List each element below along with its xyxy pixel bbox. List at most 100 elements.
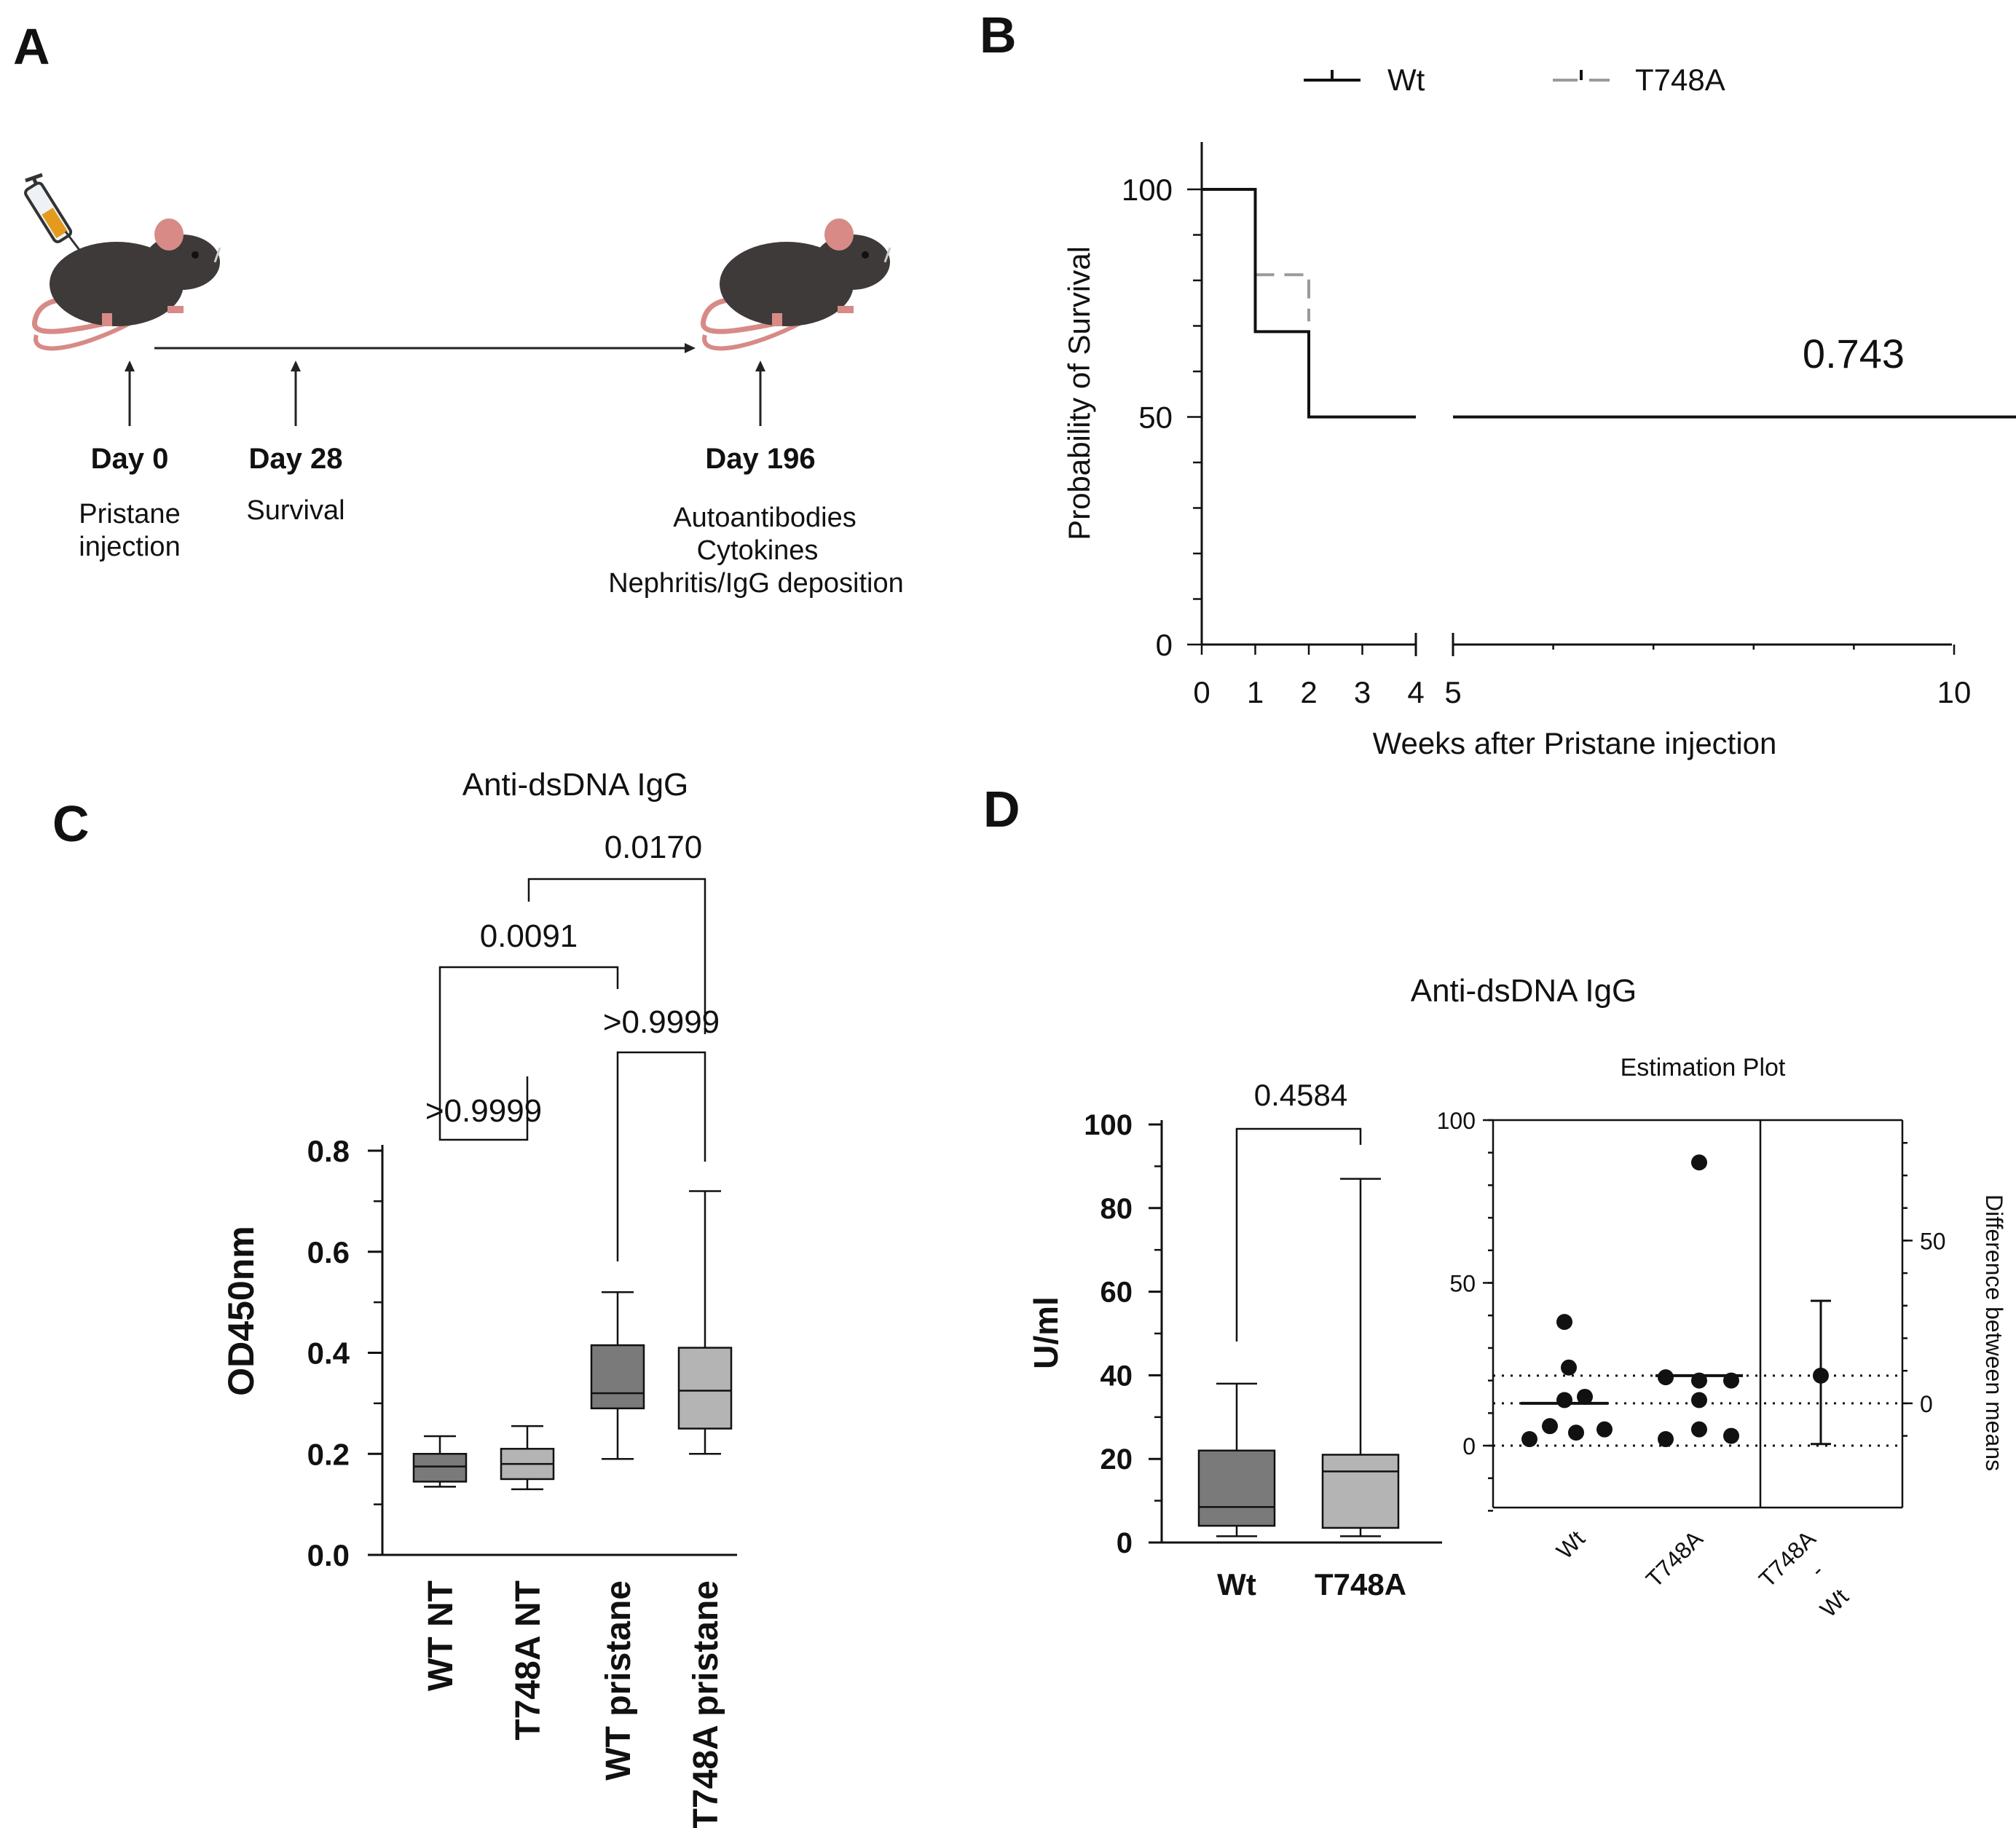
od450-ylabel: OD450nm (221, 1226, 261, 1395)
estimation-x-label-t748a: T748A (1641, 1525, 1709, 1593)
od450-comparison-pvalue: 0.0170 (605, 830, 703, 865)
od450-y-tick-label: 0.4 (307, 1336, 350, 1371)
estimation-point (1556, 1314, 1572, 1331)
survival-x-tick-label: 5 (1444, 675, 1461, 709)
legend-t748a-label: T748A (1635, 63, 1725, 97)
estimation-x-label-diff-bottom: Wt (1815, 1583, 1854, 1622)
estimation-point (1691, 1154, 1707, 1171)
survival-x-tick-label: 1 (1247, 675, 1264, 709)
panel-b-letter: B (980, 7, 1017, 63)
estimation-point (1568, 1425, 1584, 1441)
day196-desc-line1: Autoantibodies (673, 503, 856, 533)
od450-category-label: T748A NT (509, 1580, 548, 1741)
estimation-point (1577, 1388, 1593, 1405)
day196-label: Day 196 (705, 443, 815, 475)
estimation-right-ylabel: Difference between means (1981, 1194, 2007, 1471)
uml-category-label: Wt (1217, 1567, 1256, 1602)
panel-c-letter: C (52, 795, 90, 852)
uml-y-tick-label: 100 (1084, 1109, 1133, 1141)
od450-comparison-bracket (438, 966, 619, 1076)
day28-desc-line1: Survival (246, 495, 344, 526)
estimation-point (1542, 1418, 1558, 1435)
estimation-point (1521, 1431, 1537, 1448)
uml-comparison-bracket (1235, 1127, 1362, 1342)
uml-title: Anti-dsDNA IgG (1411, 973, 1637, 1009)
estimation-x-label-wt: Wt (1551, 1525, 1590, 1564)
estimation-point (1556, 1392, 1572, 1409)
survival-x-tick-label: 0 (1193, 675, 1210, 709)
od450-y-tick-label: 0.2 (307, 1437, 350, 1471)
uml-y-tick-label: 20 (1100, 1443, 1133, 1476)
survival-x-tick-label: 2 (1300, 675, 1317, 709)
day-arrows (125, 361, 765, 426)
survival-xlabel: Weeks after Pristane injection (1373, 726, 1777, 760)
panel-a-letter: A (13, 18, 50, 75)
day0-desc-line2: injection (79, 532, 180, 562)
survival-line-t748a (1255, 273, 1310, 322)
od450-comparison-pvalue: >0.9999 (425, 1093, 542, 1129)
syringe-icon (24, 173, 87, 259)
od450-comparison-bracket (438, 1076, 529, 1141)
estimation-left-tick-label: 50 (1449, 1271, 1476, 1297)
day196-desc-line3: Nephritis/IgG deposition (608, 568, 904, 599)
estimation-point (1723, 1427, 1739, 1444)
od450-category-label: T748A pristane (687, 1580, 725, 1828)
uml-boxplot: Anti-dsDNA IgG U/ml 0 20 40 60 80 100 Wt T748A 0… (1027, 973, 1637, 1602)
estimation-x-label-diff-top: T748A (1754, 1525, 1822, 1593)
uml-y-tick-label: 60 (1100, 1277, 1133, 1309)
uml-category-label: T748A (1315, 1567, 1406, 1602)
survival-ylabel: Probability of Survival (1062, 246, 1096, 540)
od450-comparison-bracket (527, 878, 706, 1034)
estimation-difference-point (1813, 1367, 1829, 1384)
uml-box (1197, 1449, 1276, 1527)
estimation-plot: Estimation Plot Difference between means… (1437, 1054, 2007, 1623)
survival-chart: Wt T748A 0501000123451015202530 Probabil… (1062, 63, 2016, 760)
legend-wt-label: Wt (1387, 63, 1425, 97)
od450-box (677, 1347, 733, 1430)
od450-category-label: WT NT (422, 1580, 460, 1691)
od450-y-tick-label: 0.6 (307, 1235, 350, 1269)
estimation-point (1691, 1421, 1707, 1438)
survival-y-tick-label: 0 (1156, 628, 1173, 662)
uml-ylabel: U/ml (1027, 1296, 1065, 1369)
estimation-point (1658, 1431, 1674, 1448)
survival-pvalue: 0.743 (1803, 331, 1905, 377)
estimation-point (1561, 1359, 1577, 1376)
od450-comparison-pvalue: >0.9999 (603, 1004, 720, 1040)
timeline-diagram: Day 0 Pristane injection Day 28 Survival… (24, 173, 904, 599)
day0-desc-line1: Pristane (79, 499, 180, 529)
survival-y-tick-label: 50 (1138, 401, 1173, 435)
od450-comparison-pvalue: 0.0091 (480, 918, 578, 954)
estimation-point (1691, 1392, 1707, 1409)
survival-y-tick-label: 100 (1122, 173, 1173, 207)
estimation-point (1596, 1421, 1613, 1438)
estimation-left-tick-label: 100 (1437, 1108, 1476, 1134)
day0-label: Day 0 (91, 443, 169, 475)
estimation-x-label-diff-mid: - (1805, 1558, 1829, 1582)
od450-box (412, 1453, 468, 1483)
od450-boxplot: Anti-dsDNA IgG OD450nm 0.0 0.2 0.4 0.6 0.8 WT… (221, 767, 737, 1828)
uml-comparison-pvalue: 0.4584 (1254, 1078, 1347, 1112)
estimation-right-tick-label: 0 (1920, 1391, 1933, 1417)
od450-category-label: WT pristane (599, 1580, 638, 1781)
od450-y-tick-label: 0.0 (307, 1538, 350, 1572)
survival-x-tick-label: 10 (1937, 675, 1972, 709)
estimation-left-tick-label: 0 (1462, 1433, 1476, 1459)
od450-y-tick-label: 0.8 (307, 1134, 350, 1168)
panel-d-letter: D (983, 781, 1020, 838)
survival-x-tick-label: 4 (1407, 675, 1424, 709)
od450-box (590, 1344, 645, 1410)
estimation-title: Estimation Plot (1621, 1054, 1786, 1082)
uml-y-tick-label: 0 (1117, 1527, 1133, 1559)
mouse-icon-day0 (32, 218, 221, 351)
day28-label: Day 28 (249, 443, 343, 475)
mouse-icon-day196 (701, 218, 891, 351)
estimation-point (1658, 1369, 1674, 1386)
od450-comparison-bracket (616, 1051, 706, 1261)
survival-x-tick-label: 3 (1354, 675, 1371, 709)
estimation-right-tick-label: 50 (1920, 1228, 1946, 1254)
uml-y-tick-label: 80 (1100, 1193, 1133, 1225)
day196-desc-line2: Cytokines (697, 535, 819, 566)
uml-box (1321, 1454, 1400, 1529)
